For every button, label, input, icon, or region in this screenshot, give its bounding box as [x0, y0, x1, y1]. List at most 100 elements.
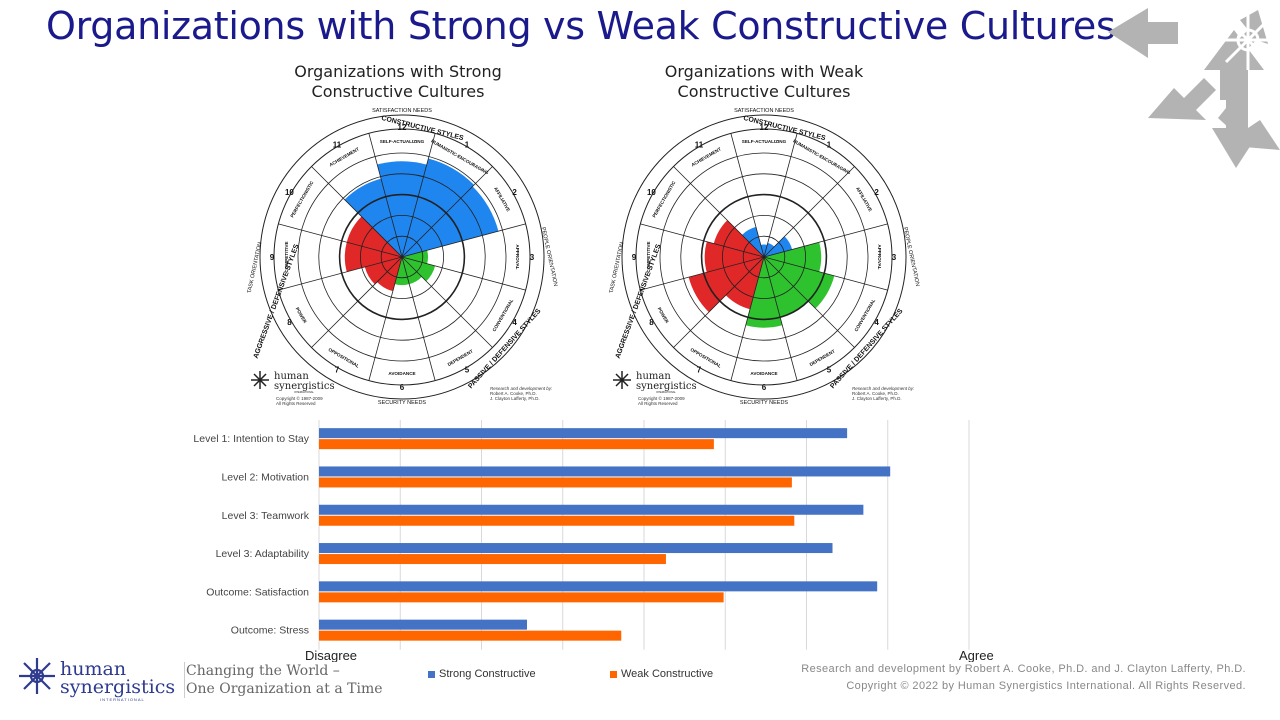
strong-wedge-self-actualizing [377, 161, 427, 257]
category-label-2: Level 3: Teamwork [222, 510, 310, 522]
strong-style-number-1: 1 [465, 140, 470, 149]
strong-divider-7 [311, 256, 403, 348]
weak-divider-7 [673, 256, 765, 348]
copyright-line1: Research and development by Robert A. Co… [801, 663, 1246, 675]
weak-style-number-1: 1 [827, 140, 832, 149]
strong-research-line3: J. Clayton Lafferty, Ph.D. [490, 396, 540, 401]
weak-style-number-8: 8 [649, 318, 654, 327]
weak-divider-11 [730, 133, 765, 258]
strong-style-number-9: 9 [270, 253, 275, 262]
strong-divider-5 [401, 256, 436, 381]
weak-copy-line1: Copyright © 1987-2009 [638, 395, 685, 401]
left-circumplex-title-line1: Organizations with Strong [294, 62, 502, 81]
right-circumplex-title: Organizations with Weak Constructive Cul… [644, 62, 884, 102]
weak-copy-line2: All Rights Reserved [638, 401, 678, 406]
strong-wedge-humanistic-encouraging [402, 158, 475, 257]
bar-strong-3 [319, 543, 833, 554]
weak-style-label-6: AVOIDANCE [750, 371, 777, 376]
strong-copy-line2: All Rights Reserved [276, 401, 316, 406]
right-circumplex-title-line2: Constructive Cultures [677, 82, 851, 101]
weak-style-number-4: 4 [874, 318, 879, 327]
weak-style-number-10: 10 [647, 188, 656, 197]
strong-ring-3 [338, 193, 466, 321]
weak-style-number-12: 12 [760, 123, 769, 132]
strong-wedge-dependent [402, 257, 422, 285]
category-label-3: Level 3: Adaptability [216, 548, 310, 560]
strong-satisfaction-needs: SATISFACTION NEEDS [372, 108, 432, 114]
strong-wedge-approval [402, 250, 428, 264]
weak-wedge-avoidance [745, 257, 783, 328]
copyright-notice: Research and development by Robert A. Co… [801, 661, 1246, 695]
bar-weak-4 [319, 592, 724, 603]
weak-ring-1 [742, 235, 786, 279]
logo-text-synergistics: synergistics [60, 676, 175, 698]
strong-divider-1 [401, 166, 493, 258]
weak-ring-2 [722, 215, 806, 299]
category-label-5: Outcome: Stress [231, 625, 309, 637]
strong-orientation-ring [259, 114, 545, 400]
strong-divider-0 [401, 133, 436, 258]
bar-weak-3 [319, 554, 666, 565]
weak-logo-line1: human [636, 371, 671, 382]
strong-style-number-8: 8 [287, 318, 292, 327]
weak-orientation-ring [621, 114, 907, 400]
weak-wedge-oppositional [725, 257, 764, 310]
strong-divider-2 [401, 223, 526, 258]
logo-text-human: human [60, 658, 126, 680]
bar-weak-2 [319, 515, 795, 526]
weak-ring-4 [680, 173, 848, 341]
weak-style-number-2: 2 [874, 188, 879, 197]
weak-style-number-5: 5 [827, 366, 832, 375]
weak-mini-logo [613, 371, 631, 389]
weak-style-label-3: APPROVAL [877, 244, 882, 269]
strong-divider-9 [278, 223, 403, 258]
weak-logo-line3: INTERNATIONAL [656, 391, 676, 394]
strong-style-number-4: 4 [512, 318, 517, 327]
weak-wedge-humanistic-encouraging [764, 242, 775, 257]
weak-divider-0 [763, 133, 798, 258]
strong-divider-11 [368, 133, 403, 258]
legend-weak-swatch [610, 670, 617, 678]
right-circumplex-title-line1: Organizations with Weak [664, 62, 864, 81]
legend-strong-label: Strong Constructive [439, 668, 536, 680]
strong-mini-logo-ray-3 [253, 373, 267, 387]
weak-divider-2 [763, 223, 888, 258]
weak-wedge-achievement [741, 226, 764, 257]
legend-strong: Strong Constructive [428, 668, 536, 680]
weak-style-label-0: SELF-ACTUALIZING [742, 139, 787, 144]
strong-style-label-6: AVOIDANCE [388, 371, 415, 376]
legend-strong-swatch [428, 670, 435, 678]
strong-style-label-0: SELF-ACTUALIZING [380, 139, 425, 144]
weak-divider-10 [673, 166, 765, 258]
strong-mini-logo [251, 371, 269, 389]
strong-style-number-12: 12 [398, 123, 407, 132]
strong-style-number-10: 10 [285, 188, 294, 197]
strong-style-number-7: 7 [335, 366, 340, 375]
weak-research-line1: Research and development by: [852, 386, 915, 391]
tagline-line1: Changing the World – [186, 663, 340, 679]
weak-wedge-perfectionistic [713, 220, 764, 257]
strong-divider-8 [278, 256, 403, 291]
slide-title: Organizations with Strong vs Weak Constr… [46, 4, 1116, 48]
weak-divider-3 [763, 256, 888, 291]
legend-weak: Weak Constructive [610, 668, 713, 680]
weak-wedge-conventional [764, 257, 835, 309]
legend-weak-label: Weak Constructive [621, 668, 714, 680]
weak-wedge-competitive [704, 241, 764, 273]
human-synergistics-logo: human synergistics INTERNATIONAL [19, 658, 175, 702]
tagline: Changing the World – One Organization at… [184, 662, 383, 698]
weak-wedge-power [688, 257, 764, 313]
weak-culture-circumplex: SELF-ACTUALIZING HUMANISTIC-ENCOURAGINGAF… [609, 108, 921, 406]
strong-style-number-2: 2 [512, 188, 517, 197]
strong-research-line1: Research and development by: [490, 386, 553, 391]
outcomes-bar-chart: Level 1: Intention to Stay Level 2: Motiv… [193, 420, 994, 662]
strong-divider-6 [368, 256, 403, 381]
strong-wedge-achievement [344, 178, 402, 257]
left-circumplex-title: Organizations with Strong Constructive C… [278, 62, 518, 102]
category-label-4: Outcome: Satisfaction [206, 586, 309, 598]
bar-strong-2 [319, 504, 864, 515]
strong-divider-4 [401, 256, 493, 348]
weak-divider-8 [640, 256, 765, 291]
copyright-line2: Copyright © 2022 by Human Synergistics I… [846, 680, 1246, 692]
strong-security-needs: SECURITY NEEDS [378, 400, 427, 406]
